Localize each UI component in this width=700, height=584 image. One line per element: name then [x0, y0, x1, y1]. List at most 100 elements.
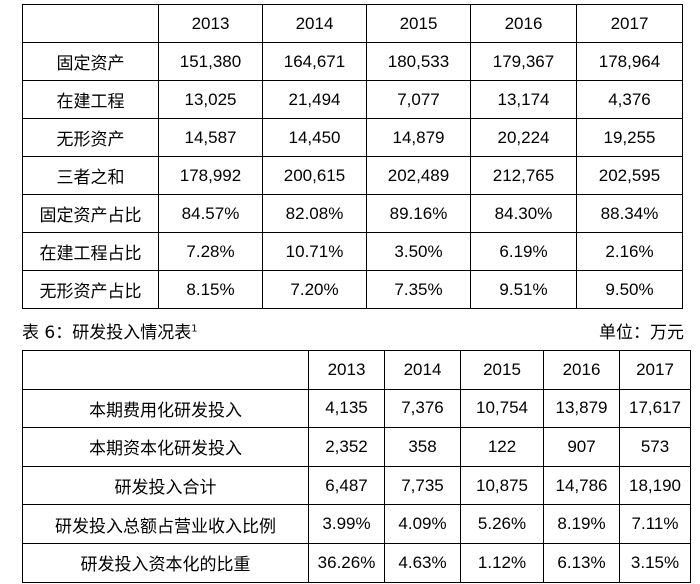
row-label-cell: 三者之和	[22, 156, 159, 195]
value-cell: 180,533	[366, 42, 471, 81]
value-cell: 14,786	[543, 465, 620, 506]
row-label-cell: 在建工程占比	[22, 232, 159, 271]
rd-table: 2013 2014 2015 2016 2017 本期费用化研发投入 4,135 7,376 1…	[22, 350, 691, 583]
value-cell: 573	[619, 427, 691, 467]
value-cell: 84.30%	[470, 194, 577, 233]
rd-table-header-row: 2013 2014 2015 2016 2017	[22, 350, 691, 390]
row-label-cell: 无形资产占比	[22, 270, 159, 309]
value-cell: 3.99%	[308, 504, 385, 544]
value-cell: 36.26%	[308, 542, 385, 583]
value-cell: 4,135	[308, 388, 385, 429]
value-cell: 178,992	[158, 156, 263, 195]
rd-table-body: 2013 2014 2015 2016 2017 本期费用化研发投入 4,135 7,376 1…	[22, 350, 691, 583]
value-cell: 202,595	[576, 156, 683, 195]
asset-table-row: 无形资产占比 8.15% 7.20% 7.35% 9.51% 9.50%	[22, 270, 683, 309]
value-cell: 21,494	[262, 80, 367, 119]
header-corner-cell	[22, 4, 159, 43]
value-cell: 13,174	[470, 80, 577, 119]
value-cell: 200,615	[262, 156, 367, 195]
asset-table-row: 三者之和 178,992 200,615 202,489 212,765 202,595	[22, 156, 683, 195]
rd-table-row: 研发投入合计 6,487 7,735 10,875 14,786 18,190	[22, 465, 691, 506]
year-header-cell: 2016	[470, 4, 577, 43]
value-cell: 13,025	[158, 80, 263, 119]
year-header-cell: 2017	[576, 4, 683, 43]
value-cell: 84.57%	[158, 194, 263, 233]
value-cell: 13,879	[543, 388, 620, 429]
value-cell: 89.16%	[366, 194, 471, 233]
value-cell: 10,875	[460, 465, 544, 506]
value-cell: 2.16%	[576, 232, 683, 271]
value-cell: 8.15%	[158, 270, 263, 309]
row-label-cell: 研发投入资本化的比重	[22, 542, 309, 583]
value-cell: 19,255	[576, 118, 683, 157]
rd-table-row: 研发投入总额占营业收入比例 3.99% 4.09% 5.26% 8.19% 7.11%	[22, 504, 691, 544]
year-header-cell: 2013	[308, 350, 385, 390]
value-cell: 7.11%	[619, 504, 691, 544]
value-cell: 82.08%	[262, 194, 367, 233]
value-cell: 18,190	[619, 465, 691, 506]
row-label-cell: 无形资产	[22, 118, 159, 157]
value-cell: 122	[460, 427, 544, 467]
table-caption: 表 6：研发投入情况表1	[22, 318, 198, 343]
value-cell: 14,587	[158, 118, 263, 157]
value-cell: 9.51%	[470, 270, 577, 309]
year-header-cell: 2016	[543, 350, 620, 390]
value-cell: 907	[543, 427, 620, 467]
value-cell: 88.34%	[576, 194, 683, 233]
value-cell: 7.28%	[158, 232, 263, 271]
asset-table-row: 无形资产 14,587 14,450 14,879 20,224 19,255	[22, 118, 683, 157]
asset-table-header-row: 2013 2014 2015 2016 2017	[22, 4, 683, 43]
unit-label: 单位：万元	[599, 323, 684, 343]
value-cell: 6.19%	[470, 232, 577, 271]
value-cell: 179,367	[470, 42, 577, 81]
row-label-cell: 研发投入总额占营业收入比例	[22, 504, 309, 544]
year-header-cell: 2015	[460, 350, 544, 390]
value-cell: 14,879	[366, 118, 471, 157]
row-label-cell: 研发投入合计	[22, 465, 309, 506]
year-header-cell: 2014	[262, 4, 367, 43]
value-cell: 20,224	[470, 118, 577, 157]
year-header-cell: 2015	[366, 4, 471, 43]
value-cell: 7,376	[384, 388, 461, 429]
year-header-cell: 2017	[619, 350, 691, 390]
rd-table-row: 本期资本化研发投入 2,352 358 122 907 573	[22, 427, 691, 467]
year-header-cell: 2013	[158, 4, 263, 43]
value-cell: 358	[384, 427, 461, 467]
asset-table-row: 在建工程占比 7.28% 10.71% 3.50% 6.19% 2.16%	[22, 232, 683, 271]
value-cell: 14,450	[262, 118, 367, 157]
value-cell: 151,380	[158, 42, 263, 81]
footnote-mark: 1	[191, 323, 198, 335]
value-cell: 10,754	[460, 388, 544, 429]
value-cell: 8.19%	[543, 504, 620, 544]
asset-table-row: 固定资产 151,380 164,671 180,533 179,367 178,964	[22, 42, 683, 81]
value-cell: 7,077	[366, 80, 471, 119]
value-cell: 10.71%	[262, 232, 367, 271]
year-header-cell: 2014	[384, 350, 461, 390]
value-cell: 7,735	[384, 465, 461, 506]
value-cell: 7.20%	[262, 270, 367, 309]
value-cell: 164,671	[262, 42, 367, 81]
value-cell: 9.50%	[576, 270, 683, 309]
value-cell: 4.09%	[384, 504, 461, 544]
value-cell: 6,487	[308, 465, 385, 506]
value-cell: 2,352	[308, 427, 385, 467]
asset-table-body: 2013 2014 2015 2016 2017 固定资产 151,380 164,671 18…	[22, 4, 683, 309]
row-label-cell: 本期资本化研发投入	[22, 427, 309, 467]
row-label-cell: 在建工程	[22, 80, 159, 119]
asset-table-row: 在建工程 13,025 21,494 7,077 13,174 4,376	[22, 80, 683, 119]
rd-table-row: 本期费用化研发投入 4,135 7,376 10,754 13,879 17,617	[22, 388, 691, 429]
row-label-cell: 固定资产	[22, 42, 159, 81]
value-cell: 3.50%	[366, 232, 471, 271]
value-cell: 7.35%	[366, 270, 471, 309]
rd-table-row: 研发投入资本化的比重 36.26% 4.63% 1.12% 6.13% 3.15%	[22, 542, 691, 583]
header-corner-cell	[22, 350, 309, 390]
value-cell: 4.63%	[384, 542, 461, 583]
value-cell: 6.13%	[543, 542, 620, 583]
value-cell: 212,765	[470, 156, 577, 195]
asset-table-row: 固定资产占比 84.57% 82.08% 89.16% 84.30% 88.34%	[22, 194, 683, 233]
value-cell: 202,489	[366, 156, 471, 195]
value-cell: 3.15%	[619, 542, 691, 583]
value-cell: 4,376	[576, 80, 683, 119]
row-label-cell: 本期费用化研发投入	[22, 388, 309, 429]
table-title: 表 6：研发投入情况表	[22, 323, 192, 343]
